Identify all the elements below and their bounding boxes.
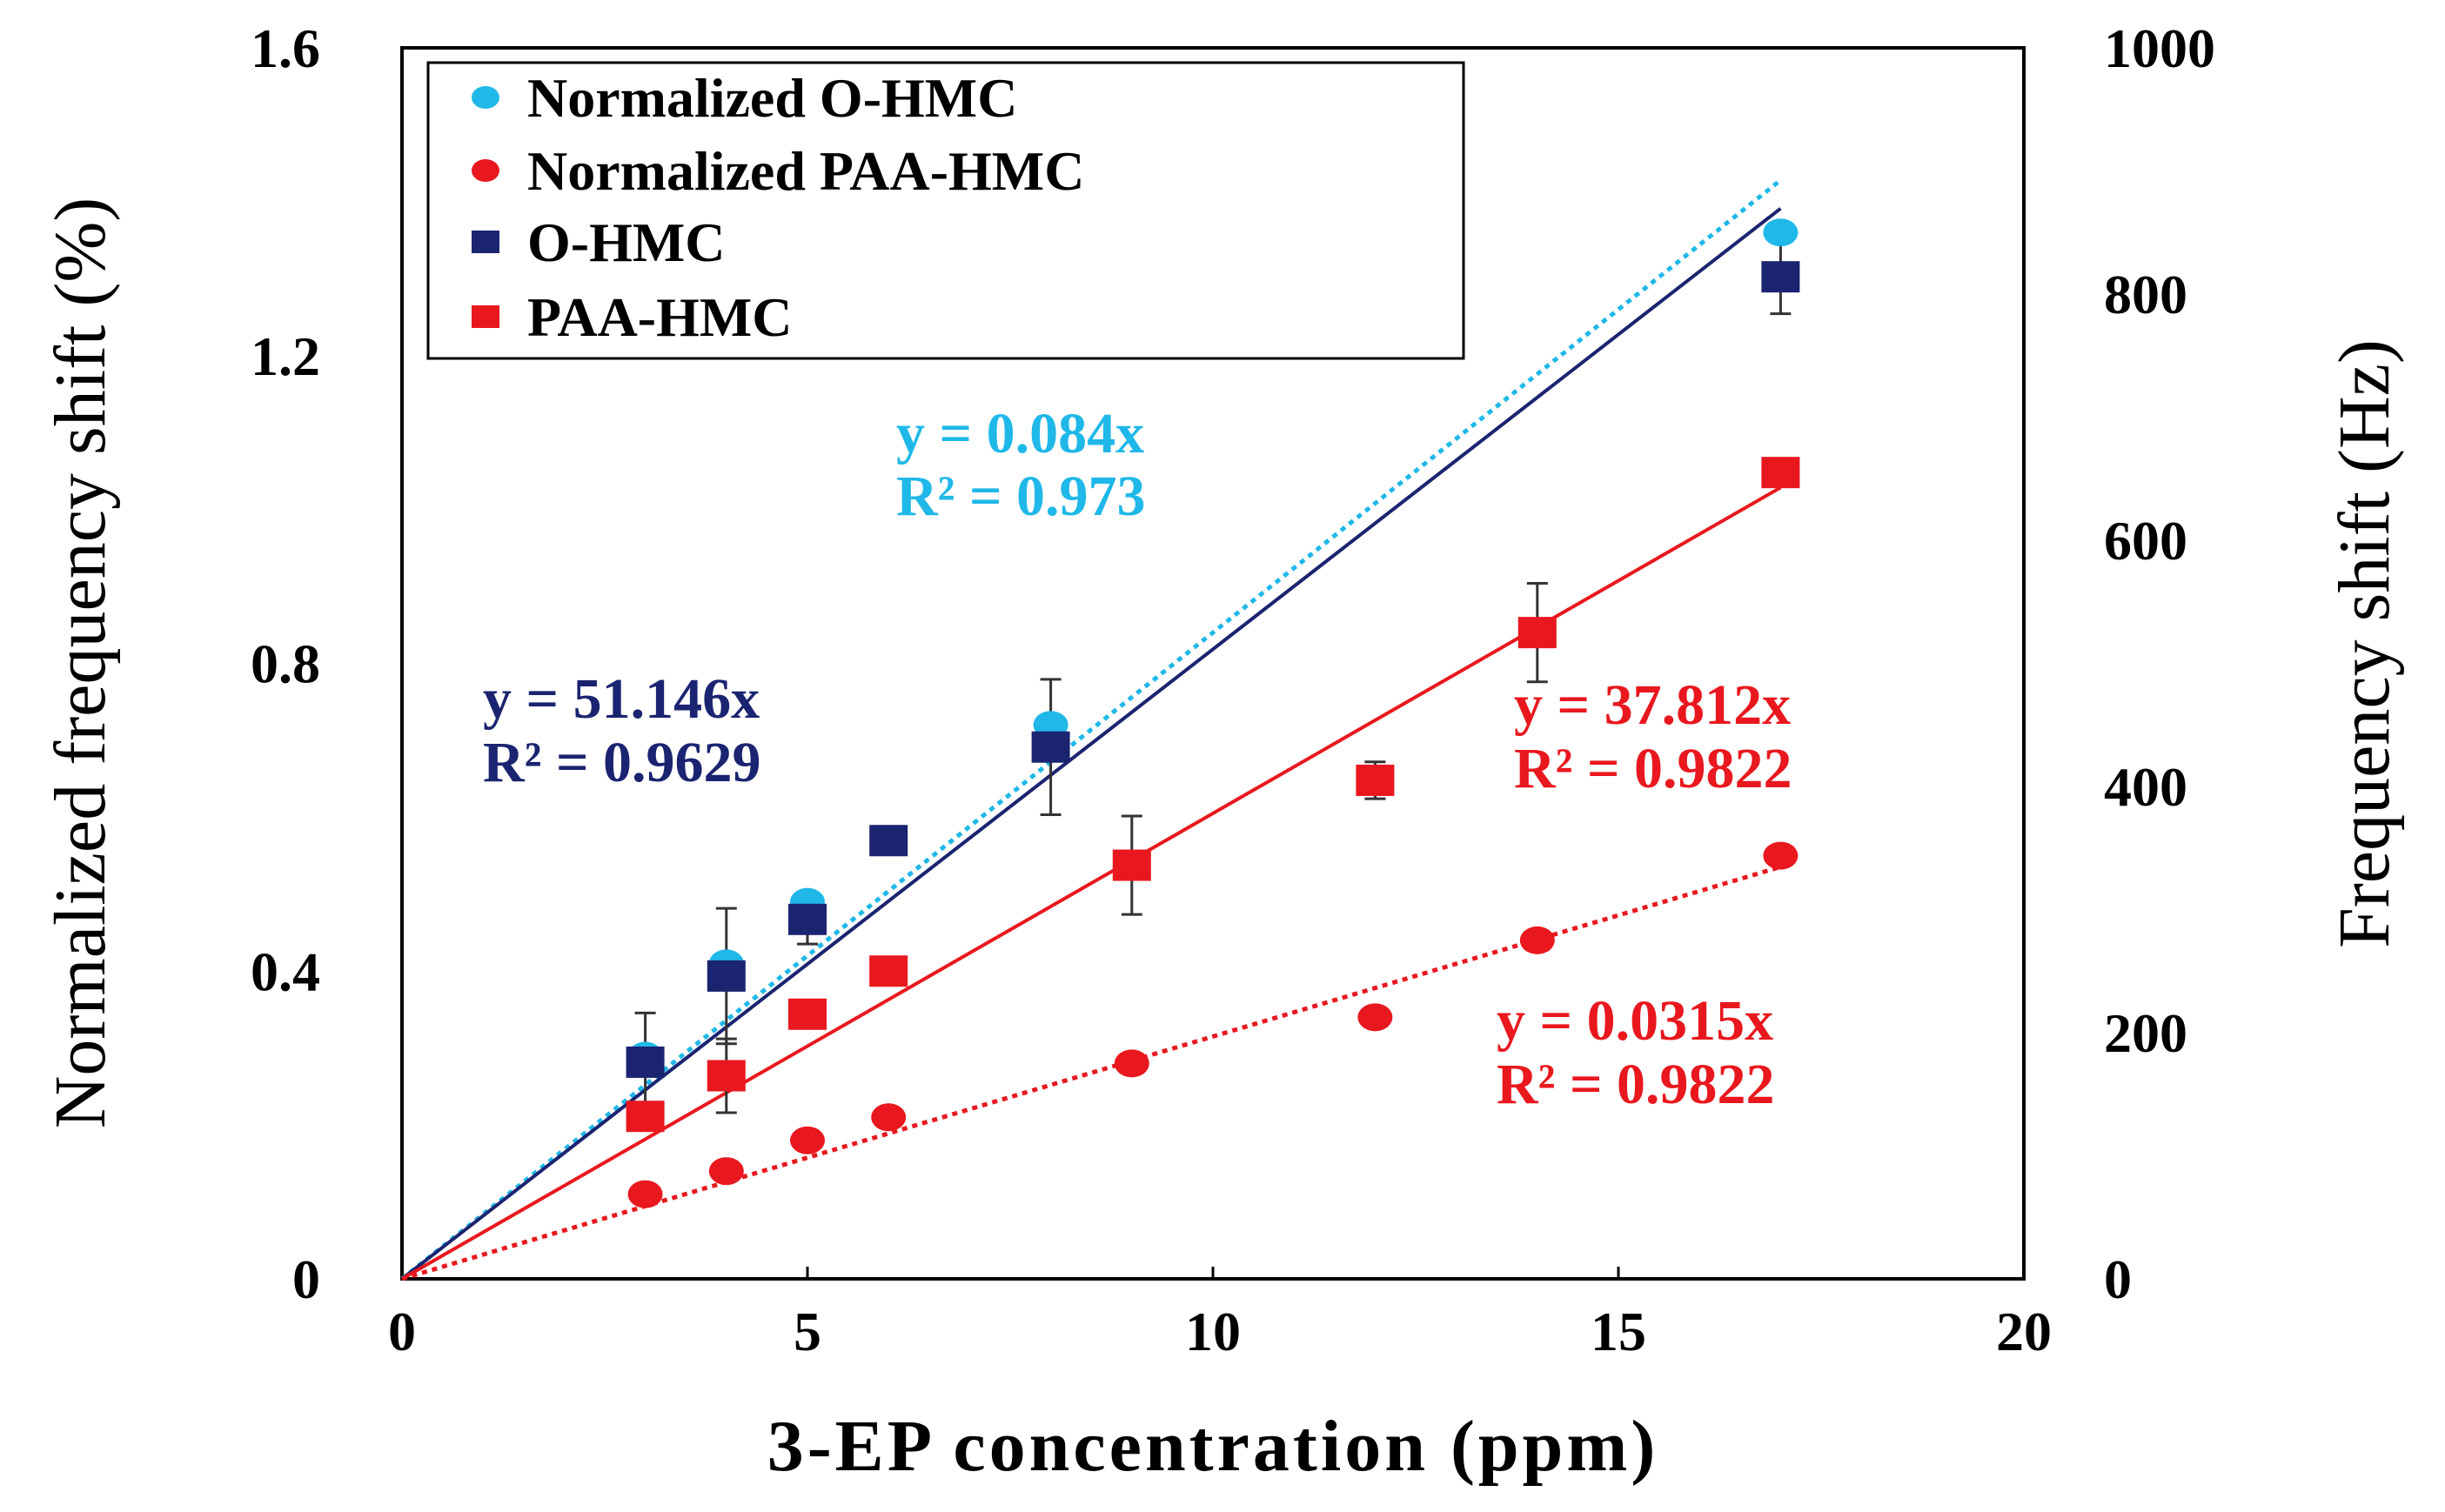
x-tick-label-3: 15 xyxy=(1591,1301,1646,1362)
point-paa-hmc-6 xyxy=(1517,617,1557,649)
legend: Normalized O-HMC Normalized PAA-HMC O-HM… xyxy=(426,61,1465,360)
annotation-o-hmc: y = 51.146x R² = 0.9629 xyxy=(483,667,761,794)
annotation-normalized-paa-hmc: y = 0.0315x R² = 0.9822 xyxy=(1497,989,1775,1116)
point-o-hmc-0 xyxy=(626,1046,665,1078)
x-tick-label-2: 10 xyxy=(1185,1301,1241,1362)
legend-box xyxy=(426,61,1465,360)
x-tick-label-0: 0 xyxy=(388,1301,416,1362)
y-tick-label-4: 1.6 xyxy=(251,17,320,79)
point-normalized-paa-hmc-3 xyxy=(871,1103,907,1132)
point-o-hmc-5 xyxy=(1761,261,1800,293)
point-normalized-paa-hmc-2 xyxy=(790,1126,825,1154)
point-paa-hmc-5 xyxy=(1356,764,1395,796)
y-tick-label-3: 1.2 xyxy=(251,325,320,387)
point-paa-hmc-0 xyxy=(626,1101,665,1133)
point-paa-hmc-2 xyxy=(788,998,827,1030)
y2-tick-label-2: 400 xyxy=(2104,756,2187,818)
y2-tick-label-3: 600 xyxy=(2104,510,2187,572)
y-axis-title: Normalized frequency shift (%) xyxy=(40,197,121,1129)
legend-marker-normalized-o-hmc xyxy=(472,86,499,109)
point-paa-hmc-7 xyxy=(1761,457,1800,489)
point-o-hmc-1 xyxy=(707,960,746,992)
y-tick-label-0: 0 xyxy=(292,1248,320,1310)
legend-label-normalized-o-hmc: Normalized O-HMC xyxy=(527,67,1017,129)
point-o-hmc-4 xyxy=(1031,731,1070,763)
legend-marker-o-hmc xyxy=(472,231,499,253)
point-normalized-paa-hmc-6 xyxy=(1519,926,1555,954)
y2-tick-label-4: 800 xyxy=(2104,264,2187,325)
annotation-r2-paa-hmc: R² = 0.9822 xyxy=(1514,737,1792,800)
legend-label-o-hmc: O-HMC xyxy=(527,211,726,273)
x-tick-label-1: 5 xyxy=(794,1301,821,1362)
point-normalized-paa-hmc-4 xyxy=(1114,1049,1149,1078)
annotation-eq-normalized-o-hmc: y = 0.084x xyxy=(896,402,1144,465)
point-normalized-paa-hmc-5 xyxy=(1357,1003,1393,1032)
annotation-paa-hmc: y = 37.812x R² = 0.9822 xyxy=(1514,673,1792,800)
annotation-r2-normalized-paa-hmc: R² = 0.9822 xyxy=(1497,1053,1775,1116)
annotation-r2-normalized-o-hmc: R² = 0.973 xyxy=(896,465,1146,528)
legend-label-paa-hmc: PAA-HMC xyxy=(527,286,793,348)
annotation-eq-normalized-paa-hmc: y = 0.0315x xyxy=(1497,989,1773,1053)
trendline-normalized-o-hmc xyxy=(400,178,1782,1281)
point-normalized-paa-hmc-7 xyxy=(1763,841,1799,870)
point-normalized-o-hmc-4 xyxy=(1763,218,1799,247)
annotation-r2-o-hmc: R² = 0.9629 xyxy=(483,731,761,794)
y2-tick-label-0: 0 xyxy=(2104,1248,2132,1310)
legend-marker-normalized-paa-hmc xyxy=(472,159,499,182)
point-normalized-paa-hmc-0 xyxy=(627,1180,663,1208)
y-tick-label-2: 0.8 xyxy=(251,633,320,695)
annotation-eq-paa-hmc: y = 37.812x xyxy=(1514,673,1791,737)
data-points xyxy=(626,218,1800,1208)
y2-tick-label-5: 1000 xyxy=(2104,17,2215,79)
point-normalized-paa-hmc-1 xyxy=(708,1157,744,1186)
point-paa-hmc-4 xyxy=(1112,849,1151,881)
annotation-normalized-o-hmc: y = 0.084x R² = 0.973 xyxy=(896,402,1146,528)
y2-tick-label-1: 200 xyxy=(2104,1002,2187,1064)
point-o-hmc-3 xyxy=(869,825,908,857)
x-axis-title: 3-EP concentration (ppm) xyxy=(767,1406,1659,1487)
y-tick-label-1: 0.4 xyxy=(251,940,320,1002)
x-tick-label-4: 20 xyxy=(1996,1301,2052,1362)
trendline-paa-hmc xyxy=(401,485,1782,1281)
annotation-eq-o-hmc: y = 51.146x xyxy=(483,667,760,731)
point-paa-hmc-3 xyxy=(869,955,908,987)
legend-label-normalized-paa-hmc: Normalized PAA-HMC xyxy=(527,140,1084,202)
point-paa-hmc-1 xyxy=(707,1060,746,1092)
y2-axis-title: Frequency shift (Hz) xyxy=(2324,339,2405,948)
legend-marker-paa-hmc xyxy=(472,305,499,328)
point-o-hmc-2 xyxy=(788,903,827,935)
trendline-o-hmc xyxy=(400,207,1782,1281)
